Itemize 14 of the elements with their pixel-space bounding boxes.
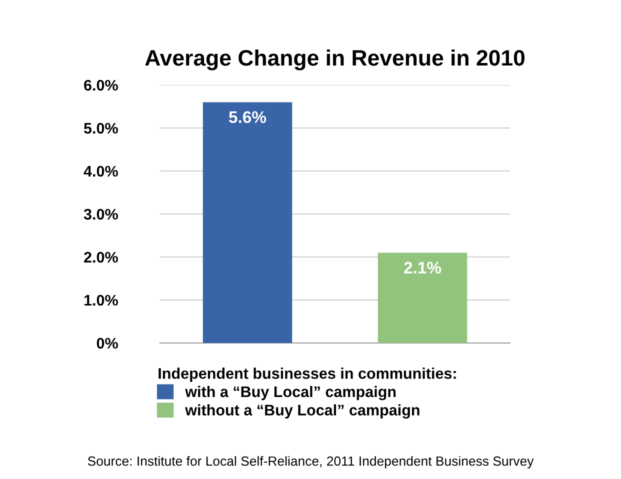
y-tick-label: 6.0% — [84, 80, 118, 91]
chart-title: Average Change in Revenue in 2010 — [145, 49, 524, 70]
legend-title: Independent businesses in communities: — [158, 368, 456, 382]
y-tick-label: 2.0% — [84, 252, 118, 263]
data-label: 5.6% — [229, 111, 266, 124]
source-note: Source: Institute for Local Self-Reliance, 2011 Independent Business Survey — [88, 456, 534, 468]
legend-label: without a “Buy Local” campaign — [185, 404, 420, 419]
y-tick-label: 4.0% — [84, 166, 118, 177]
legend-label: with a “Buy Local” campaign — [185, 386, 396, 400]
y-tick-label: 1.0% — [84, 294, 118, 306]
data-label: 2.1% — [404, 262, 442, 274]
y-tick-label: 5.0% — [84, 122, 118, 134]
y-tick-label: 3.0% — [84, 208, 118, 220]
y-tick-label: 0% — [96, 338, 118, 349]
